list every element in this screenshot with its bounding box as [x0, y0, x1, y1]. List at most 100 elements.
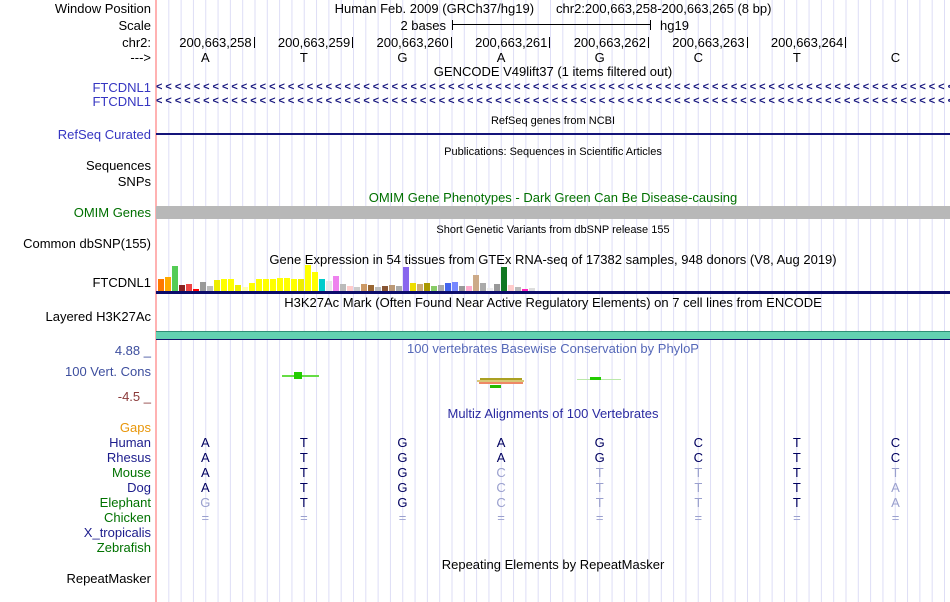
- gtex-tissue-bar: [284, 278, 290, 291]
- gtex-expression-barchart[interactable]: [158, 265, 558, 291]
- gtex-tissue-bar: [515, 287, 521, 291]
- reference-base: G: [594, 50, 605, 65]
- ruler-position-number: 200,663,262: [573, 35, 646, 50]
- species-label-chicken[interactable]: Chicken: [104, 510, 151, 525]
- gtex-tissue-bar: [473, 275, 479, 291]
- gtex-tissue-bar: [179, 285, 185, 291]
- alignment-base: =: [201, 510, 210, 525]
- ruler-tick-mark: [647, 37, 649, 48]
- gene-strand-chevrons-2[interactable]: <<<<<<<<<<<<<<<<<<<<<<<<<<<<<<<<<<<<<<<<…: [156, 95, 950, 107]
- ruler-tick-mark: [352, 37, 354, 48]
- dbsnp-label[interactable]: Common dbSNP(155): [23, 236, 151, 251]
- alignment-base: T: [792, 435, 801, 450]
- chrom-label: chr2:: [122, 35, 151, 50]
- cursor-guideline: [155, 0, 157, 602]
- repeatmasker-label[interactable]: RepeatMasker: [66, 571, 151, 586]
- gtex-tissue-bar: [172, 266, 178, 291]
- gene-label-ftcdnl1-2[interactable]: FTCDNL1: [92, 94, 151, 109]
- gtex-tissue-bar: [431, 286, 437, 291]
- gtex-tissue-bar: [494, 284, 500, 291]
- alignment-base: T: [792, 465, 801, 480]
- gtex-tissue-bar: [186, 284, 192, 291]
- reference-base: T: [792, 50, 801, 65]
- alignment-base: T: [299, 465, 308, 480]
- phylop-signal-mark: [480, 378, 522, 380]
- gtex-tissue-bar: [319, 279, 325, 291]
- gtex-tissue-bar: [326, 281, 332, 291]
- ruler-position-number: 200,663,260: [376, 35, 449, 50]
- alignment-base: C: [693, 435, 703, 450]
- alignment-base: =: [398, 510, 407, 525]
- species-label-elephant[interactable]: Elephant: [99, 495, 151, 510]
- alignment-base: C: [496, 465, 506, 480]
- strand-direction-label: --->: [130, 50, 151, 65]
- gtex-baseline: [156, 291, 950, 294]
- gtex-track-title: Gene Expression in 54 tissues from GTEx …: [269, 252, 837, 267]
- gtex-tissue-bar: [165, 277, 171, 291]
- alignment-base: A: [496, 450, 506, 465]
- layered-h3k27ac-label[interactable]: Layered H3K27Ac: [45, 309, 151, 324]
- gene-strand-chevrons-1[interactable]: <<<<<<<<<<<<<<<<<<<<<<<<<<<<<<<<<<<<<<<<…: [156, 81, 950, 93]
- gtex-tissue-bar: [487, 288, 493, 291]
- scale-label: Scale: [118, 18, 151, 33]
- alignment-base: T: [694, 480, 703, 495]
- ruler-tick-mark: [845, 37, 847, 48]
- gtex-tissue-bar: [466, 286, 472, 291]
- species-label-dog[interactable]: Dog: [127, 480, 151, 495]
- gtex-tissue-bar: [270, 279, 276, 291]
- h3k27ac-signal-bar[interactable]: [156, 331, 950, 340]
- gene-label-ftcdnl1-1[interactable]: FTCDNL1: [92, 80, 151, 95]
- alignment-base: =: [497, 510, 505, 525]
- species-label-rhesus[interactable]: Rhesus: [106, 450, 151, 465]
- gtex-tissue-bar: [333, 276, 339, 291]
- alignment-base: G: [397, 450, 408, 465]
- ruler-cell: 200,663,264: [748, 36, 847, 49]
- alignment-base: =: [793, 510, 801, 525]
- gtex-tissue-bar: [193, 289, 199, 291]
- refseq-gene-line[interactable]: [156, 133, 950, 135]
- alignment-base: A: [200, 465, 210, 480]
- ruler-cell: 200,663,259: [255, 36, 354, 49]
- repeatmasker-track-title: Repeating Elements by RepeatMasker: [441, 557, 665, 572]
- omim-gene-bar[interactable]: [156, 206, 950, 219]
- refseq-track-title: RefSeq genes from NCBI: [490, 115, 616, 127]
- gtex-tissue-bar: [235, 285, 241, 291]
- position-range: chr2:200,663,258-200,663,265 (8 bp): [556, 1, 772, 16]
- gtex-tissue-bar: [228, 279, 234, 291]
- phylop-signal-mark: [479, 382, 523, 384]
- species-label-x-tropicalis[interactable]: X_tropicalis: [83, 525, 151, 540]
- phylop-signal-mark: [477, 380, 524, 382]
- phylop-track-title: 100 vertebrates Basewise Conservation by…: [407, 341, 699, 356]
- snps-label[interactable]: SNPs: [117, 174, 151, 189]
- gtex-tissue-bar: [214, 280, 220, 291]
- vert-cons-label[interactable]: 100 Vert. Cons: [65, 364, 151, 379]
- ruler-position-number: 200,663,258: [179, 35, 252, 50]
- gtex-tissue-bar: [501, 267, 507, 291]
- gtex-tissue-bar: [221, 279, 227, 291]
- gtex-tissue-bar: [452, 282, 458, 291]
- gtex-tissue-bar: [417, 284, 423, 291]
- ruler-tick-mark: [253, 37, 255, 48]
- reference-base: A: [200, 50, 210, 65]
- gtex-tissue-bar: [298, 279, 304, 291]
- alignment-base: T: [299, 495, 308, 510]
- alignment-base: C: [496, 480, 506, 495]
- gtex-gene-label[interactable]: FTCDNL1: [92, 275, 151, 290]
- species-label-mouse[interactable]: Mouse: [111, 465, 151, 480]
- alignment-base: T: [299, 435, 308, 450]
- species-label-gaps[interactable]: Gaps: [119, 420, 151, 435]
- refseq-curated-label[interactable]: RefSeq Curated: [57, 127, 151, 142]
- alignment-base: C: [890, 450, 901, 465]
- gtex-tissue-bar: [347, 286, 353, 291]
- gtex-tissue-bar: [529, 288, 535, 291]
- scale-bracket: [452, 20, 651, 30]
- alignment-base: G: [594, 435, 605, 450]
- omim-genes-label[interactable]: OMIM Genes: [73, 205, 151, 220]
- reference-base: C: [890, 50, 901, 65]
- species-label-human[interactable]: Human: [109, 435, 151, 450]
- ruler-cell: 200,663,263: [649, 36, 748, 49]
- alignment-base: G: [397, 465, 408, 480]
- species-label-zebrafish[interactable]: Zebrafish: [96, 540, 151, 555]
- sequences-label[interactable]: Sequences: [85, 158, 151, 173]
